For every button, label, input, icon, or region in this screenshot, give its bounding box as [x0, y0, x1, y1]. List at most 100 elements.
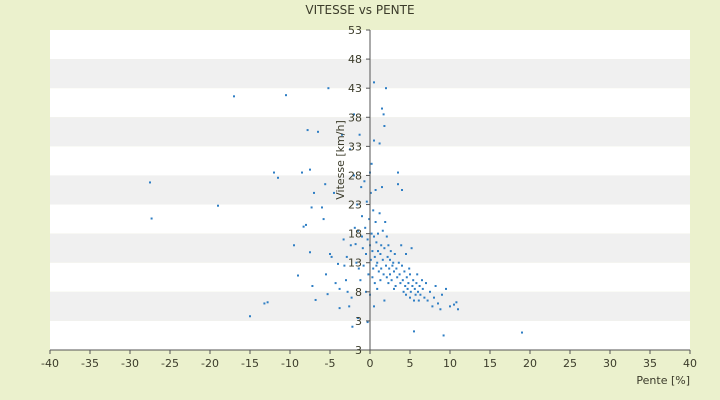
data-point [297, 274, 299, 277]
data-point [293, 244, 295, 247]
data-point [373, 139, 375, 142]
data-point [373, 81, 375, 84]
data-point [367, 273, 370, 276]
data-point [521, 331, 523, 334]
data-point [357, 267, 360, 270]
data-point [345, 255, 348, 258]
data-point [396, 276, 399, 279]
x-tick-label: 40 [683, 357, 697, 370]
data-point [361, 247, 364, 250]
data-point [327, 87, 330, 90]
data-point [375, 241, 378, 244]
data-point [386, 255, 389, 258]
data-point [409, 290, 412, 293]
y-axis-label: Vitesse [km/h] [334, 120, 347, 200]
data-point [309, 251, 311, 254]
data-point [353, 174, 355, 177]
data-point [346, 290, 349, 293]
data-point [353, 226, 356, 229]
data-point [400, 244, 403, 247]
data-point [364, 226, 367, 229]
data-point [324, 183, 327, 186]
data-point [369, 258, 372, 261]
data-point [354, 243, 357, 246]
data-point [362, 264, 365, 267]
data-point [373, 305, 375, 308]
data-point [431, 305, 434, 308]
x-tick-label: -25 [161, 357, 179, 370]
data-point [377, 250, 379, 253]
data-point [337, 262, 339, 265]
data-point [406, 287, 409, 290]
data-point [397, 183, 399, 186]
data-point [415, 282, 418, 285]
x-axis-ticks: -40 -35 -30 -25 -20 -15 -10 -5 0 5 10 15 20 25 30 35 40 [41, 350, 697, 370]
data-point [373, 255, 376, 258]
data-point [434, 285, 437, 287]
data-point [453, 303, 455, 306]
data-point [393, 287, 395, 290]
data-point [266, 301, 269, 304]
data-point [421, 279, 423, 282]
data-point [425, 282, 427, 285]
data-point [423, 296, 426, 299]
data-point [357, 317, 359, 319]
data-point [405, 293, 407, 296]
data-point [343, 264, 346, 267]
y-tick-label: 53 [348, 24, 362, 37]
data-point [374, 189, 377, 191]
data-point [378, 142, 381, 145]
data-point [365, 200, 368, 203]
data-point [325, 273, 327, 276]
data-point [389, 273, 391, 276]
data-point [150, 217, 153, 220]
data-point [408, 267, 411, 270]
data-point [338, 307, 341, 310]
data-point [373, 235, 375, 238]
data-point [383, 247, 386, 250]
data-point [401, 189, 403, 191]
data-point [421, 287, 424, 290]
data-point [419, 293, 422, 296]
data-point [394, 285, 397, 287]
x-tick-label: 15 [483, 357, 497, 370]
data-point [358, 133, 361, 136]
x-tick-label: 10 [443, 357, 457, 370]
y-tick-label: 18 [348, 228, 362, 241]
data-point [402, 290, 405, 293]
data-points [149, 81, 523, 337]
data-point [397, 261, 400, 264]
data-point [381, 186, 383, 189]
data-point [409, 296, 411, 299]
data-point [388, 267, 391, 270]
data-point [376, 287, 379, 290]
data-point [365, 253, 367, 255]
data-point [384, 221, 387, 223]
y-tick-label: 38 [348, 111, 362, 124]
x-tick-label: 35 [643, 357, 657, 370]
data-point [387, 244, 390, 247]
data-point [359, 279, 362, 282]
data-point [371, 276, 374, 279]
data-point [407, 282, 410, 285]
data-point [439, 308, 442, 311]
data-point [370, 162, 373, 165]
data-point [357, 229, 359, 232]
data-point [377, 270, 380, 273]
y-tick-label: 23 [348, 199, 362, 212]
data-point [321, 206, 323, 209]
data-point [426, 299, 429, 302]
x-tick-label: -5 [325, 357, 336, 370]
data-point [405, 253, 407, 255]
data-point [405, 276, 408, 279]
data-point [401, 279, 404, 282]
y-tick-label: 13 [348, 257, 362, 270]
x-tick-label: 30 [603, 357, 617, 370]
data-point [372, 209, 375, 212]
data-point [379, 279, 382, 282]
data-point [366, 321, 369, 324]
data-point [413, 299, 415, 302]
data-point [413, 330, 415, 333]
